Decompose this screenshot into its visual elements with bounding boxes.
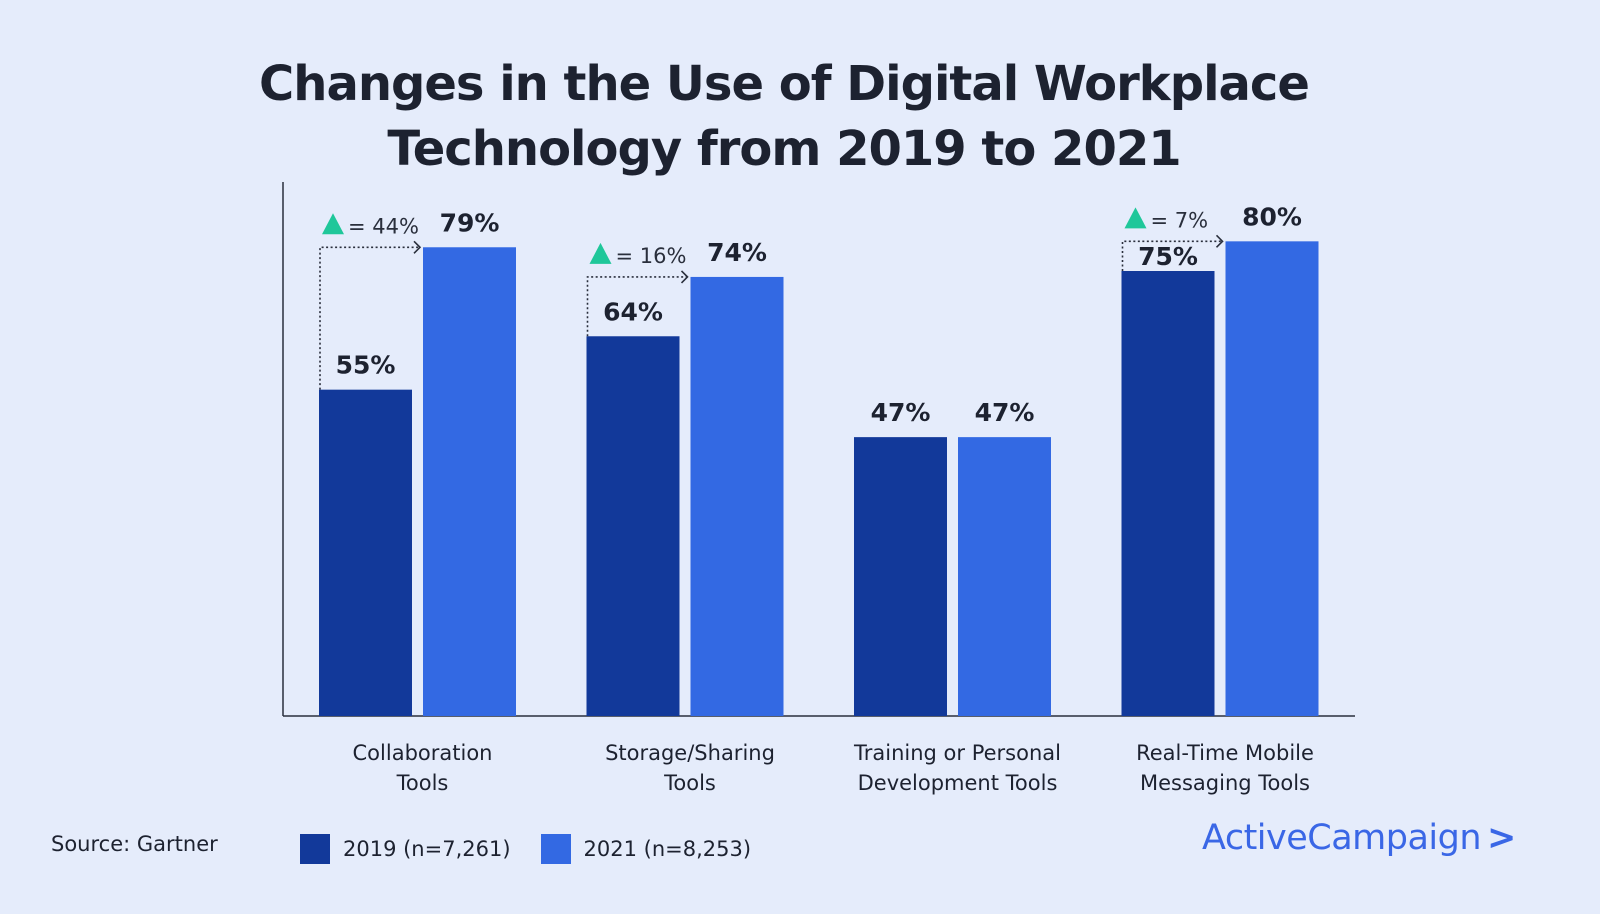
legend-item-2021: 2021 (n=8,253) — [540, 834, 752, 864]
data-label: 64% — [603, 297, 663, 326]
bar-2019 — [1121, 271, 1215, 716]
x-tick-label: Messaging Tools — [1140, 771, 1310, 795]
data-label: 75% — [1138, 242, 1198, 271]
bar-2021 — [958, 437, 1051, 716]
bar-2021 — [1225, 241, 1319, 717]
x-tick-label: Storage/Sharing — [605, 741, 775, 765]
x-tick-label: Development Tools — [858, 771, 1058, 795]
activecampaign-logo: ActiveCampaign > — [1202, 818, 1516, 858]
data-label: 47% — [975, 398, 1035, 427]
delta-label: = 44% — [348, 214, 419, 238]
data-label: 47% — [871, 398, 931, 427]
triangle-up-icon — [1124, 207, 1147, 229]
arrowhead-icon — [1215, 234, 1224, 248]
delta-label: = 16% — [616, 244, 687, 268]
x-tick-label: Tools — [663, 771, 716, 795]
legend-label-2019: 2019 (n=7,261) — [343, 837, 511, 861]
x-tick-label: Collaboration — [353, 741, 493, 765]
legend-swatch-2021 — [540, 834, 571, 864]
x-tick-label: Real-Time Mobile — [1136, 741, 1314, 765]
data-label: 55% — [336, 351, 396, 380]
bar-2021 — [690, 276, 784, 716]
delta-label: = 7% — [1151, 208, 1209, 232]
data-label: 80% — [1242, 202, 1302, 231]
bar-2019 — [319, 389, 412, 716]
triangle-up-icon — [322, 213, 344, 235]
data-label: 74% — [707, 238, 767, 267]
bar-2021 — [423, 247, 516, 716]
bar-2019 — [586, 336, 680, 716]
source-note: Source: Gartner — [51, 832, 218, 856]
brand-name: ActiveCampaign — [1202, 818, 1482, 858]
x-tick-label: Training or Personal — [853, 741, 1061, 765]
legend: 2019 (n=7,261) 2021 (n=8,253) — [300, 834, 751, 864]
chart-title: Changes in the Use of Digital Workplace … — [0, 52, 1568, 182]
legend-label-2021: 2021 (n=8,253) — [583, 837, 752, 861]
arrowhead-icon — [413, 240, 422, 254]
x-tick-label: Tools — [396, 771, 449, 795]
title-line-2: Technology from 2019 to 2021 — [387, 121, 1181, 177]
title-line-1: Changes in the Use of Digital Workplace — [259, 56, 1310, 112]
chevron-right-icon: > — [1487, 818, 1516, 858]
triangle-up-icon — [589, 242, 612, 264]
delta-arrow — [1121, 240, 1223, 271]
legend-swatch-2019 — [300, 834, 330, 864]
data-label: 79% — [440, 208, 500, 237]
legend-item-2019: 2019 (n=7,261) — [300, 834, 511, 864]
bar-2019 — [854, 437, 947, 716]
delta-arrow — [586, 276, 688, 337]
arrowhead-icon — [680, 270, 689, 284]
